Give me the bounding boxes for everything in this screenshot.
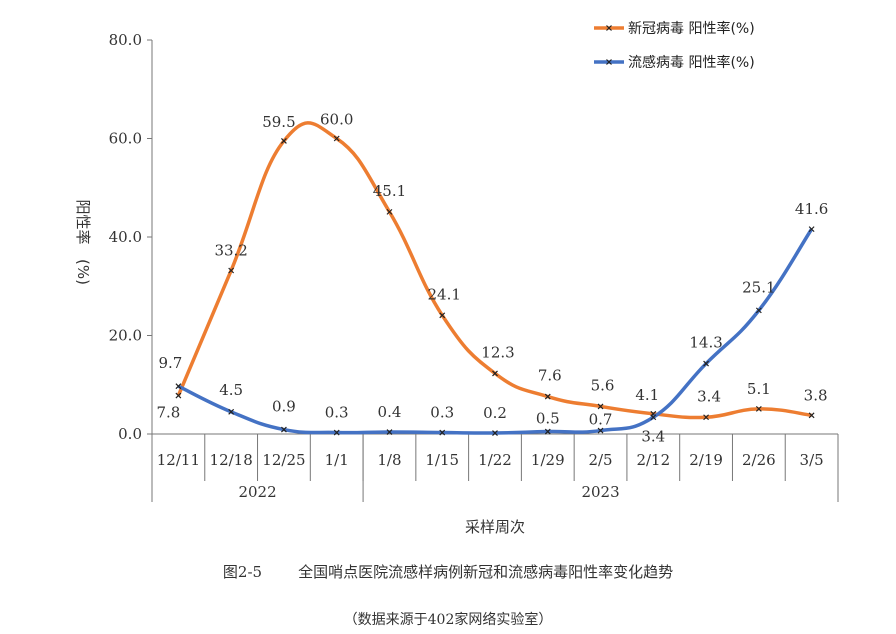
flu-point-marker	[333, 429, 340, 436]
flu-data-label: 4.5	[219, 381, 243, 399]
figure-title: 全国哨点医院流感样病例新冠和流感病毒阳性率变化趋势	[298, 563, 674, 581]
x-tick-label: 1/22	[478, 451, 512, 469]
x-tick-label: 1/8	[377, 451, 401, 469]
figure-caption: 图2-5 全国哨点医院流感样病例新冠和流感病毒阳性率变化趋势	[0, 561, 896, 582]
year-label: 2023	[581, 483, 619, 501]
x-axis-label: 采样周次	[465, 518, 525, 536]
x-tick-label: 1/15	[425, 451, 459, 469]
year-label: 2022	[238, 483, 276, 501]
covid-point-marker	[439, 312, 446, 319]
y-axis: 0.0 20.0 40.0 60.0 80.0	[109, 31, 153, 443]
figure-number: 图2-5	[222, 563, 263, 581]
flu-data-label: 41.6	[795, 200, 828, 218]
covid-point-marker	[280, 138, 287, 144]
covid-point-marker	[703, 414, 710, 421]
x-tick-label: 2/19	[689, 451, 723, 469]
flu-data-label: 0.9	[272, 398, 296, 416]
covid-data-label: 7.6	[538, 367, 562, 385]
covid-data-label: 3.4	[697, 387, 721, 405]
flu-point-marker	[703, 360, 710, 367]
flu-point-marker	[386, 429, 393, 435]
covid-data-label: 60.0	[320, 111, 353, 129]
x-tick-label: 12/18	[210, 451, 253, 469]
covid-data-label: 5.6	[591, 376, 615, 394]
flu-point-marker	[280, 426, 287, 433]
x-axis: 12/11 12/18 12/25 1/1 1/8 1/15 1/22 1/29 2/5 2/12…	[151, 433, 839, 502]
flu-point-marker	[650, 414, 657, 421]
flu-data-label: 0.3	[430, 404, 454, 422]
covid-point-marker	[228, 267, 235, 274]
covid-point-marker	[492, 370, 498, 377]
covid-data-label: 5.1	[747, 380, 771, 398]
flu-data-label: 25.1	[742, 278, 775, 296]
x-tick-label: 2/12	[636, 451, 670, 469]
x-tick-label: 12/25	[262, 451, 305, 469]
y-tick-label: 20.0	[109, 327, 142, 345]
x-tick-label: 2/5	[588, 451, 612, 469]
y-tick-label: 80.0	[109, 31, 142, 49]
flu-point-marker	[544, 428, 551, 435]
flu-data-label: 0.7	[589, 411, 613, 429]
y-tick-label: 0.0	[118, 425, 142, 443]
y-axis-label: 阳性率	[74, 199, 92, 244]
covid-point-marker	[175, 392, 182, 399]
data-labels: 7.8 33.2 59.5 60.0 45.1 24.1 12.3 7.6 5.6 4.1 3.4 5…	[156, 111, 828, 446]
x-tick-label: 12/11	[157, 451, 200, 469]
covid-legend-label: 新冠病毒 阳性率(%)	[628, 20, 755, 37]
covid-series-line	[176, 121, 812, 420]
covid-point-marker	[597, 403, 604, 410]
x-tick-label: 2/26	[742, 451, 776, 469]
flu-data-label: 0.3	[325, 404, 349, 422]
flu-point-marker	[808, 226, 815, 233]
x-tick-label: 1/29	[531, 451, 565, 469]
covid-data-label: 24.1	[428, 285, 461, 303]
data-source-note: （数据来源于402家网络实验室）	[343, 612, 553, 628]
legend-marker	[606, 59, 612, 65]
covid-point-marker	[544, 393, 551, 400]
covid-data-label: 3.8	[804, 386, 828, 404]
y-tick-label: 40.0	[109, 228, 142, 246]
covid-data-label: 7.8	[156, 404, 180, 422]
flu-data-label: 3.4	[641, 427, 665, 445]
flu-legend-label: 流感病毒 阳性率(%)	[628, 54, 755, 71]
x-tick-label: 1/1	[325, 451, 349, 469]
flu-data-label: 14.3	[689, 334, 722, 352]
covid-data-label: 12.3	[481, 343, 514, 361]
flu-point-marker	[597, 427, 604, 434]
covid-data-label: 33.2	[214, 241, 247, 259]
series-lines	[175, 121, 815, 436]
covid-point-marker	[808, 412, 815, 419]
covid-point-marker	[755, 405, 762, 412]
flu-data-label: 0.2	[483, 404, 507, 422]
covid-data-label: 59.5	[262, 113, 295, 131]
flu-data-label: 0.5	[536, 410, 560, 428]
chart: 0.0 20.0 40.0 60.0 80.0 12/11 12/18 12/25 1/1 1/…	[74, 20, 839, 536]
x-tick-label: 3/5	[800, 451, 824, 469]
y-axis-unit: (%)	[74, 259, 92, 285]
flu-point-marker	[755, 307, 762, 314]
flu-point-marker	[492, 430, 498, 436]
flu-point-marker	[228, 408, 235, 415]
legend: 新冠病毒 阳性率(%) 流感病毒 阳性率(%)	[594, 20, 755, 71]
covid-data-label: 4.1	[635, 386, 659, 404]
flu-point-marker	[175, 383, 182, 390]
covid-data-label: 45.1	[373, 182, 406, 200]
flu-data-label: 9.7	[158, 354, 182, 372]
y-tick-label: 60.0	[109, 130, 142, 148]
flu-data-label: 0.4	[378, 403, 402, 421]
covid-point-marker	[386, 208, 393, 215]
covid-point-marker	[333, 135, 340, 142]
legend-marker	[606, 25, 612, 31]
flu-point-marker	[439, 429, 446, 436]
